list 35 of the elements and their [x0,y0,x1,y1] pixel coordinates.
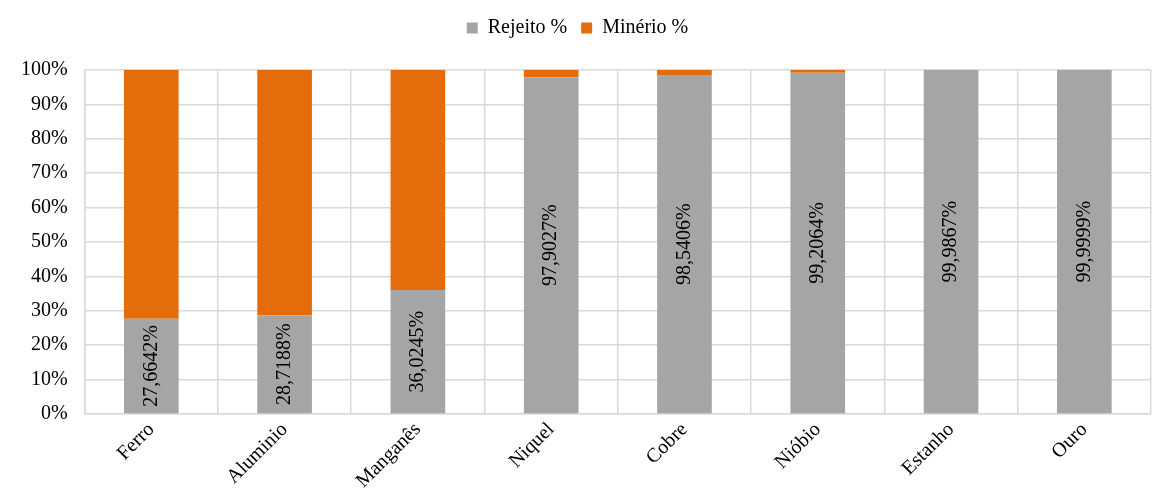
x-tick-label: Ouro [1046,417,1091,462]
bar [790,72,846,414]
data-label: 97,9027% [538,204,561,287]
y-tick-label: 60% [30,194,68,217]
data-label: 27,6642% [138,325,161,407]
bar [657,75,712,414]
bar [123,70,179,319]
y-tick-label: 100% [20,57,68,80]
y-tick-label: 20% [30,332,68,355]
bar [523,77,579,414]
bar [257,70,312,316]
bar [923,70,979,414]
y-tick-label: 90% [30,91,68,114]
bar [390,290,446,414]
bar [523,70,579,78]
bar [257,315,312,414]
y-tick-label: 50% [30,229,68,252]
bar [790,70,846,73]
legend-label: Rejeito % [487,15,568,39]
data-label: 99,2064% [805,202,828,284]
y-tick-label: 70% [30,160,68,183]
bar [390,70,446,291]
data-label: 99,9867% [938,200,961,283]
y-tick-label: 0% [40,401,68,424]
bar [1057,70,1112,414]
data-label: 99,9999% [1071,200,1094,283]
data-label: 98,5406% [671,203,694,285]
y-tick-label: 30% [30,297,68,320]
y-tick-label: 40% [30,263,68,286]
data-label: 36,0245% [405,310,428,393]
data-label: 28,7188% [271,323,294,405]
y-tick-label: 10% [30,366,68,389]
y-tick-label: 80% [30,126,68,149]
legend-label: Minério % [602,15,689,38]
bar [657,70,712,76]
